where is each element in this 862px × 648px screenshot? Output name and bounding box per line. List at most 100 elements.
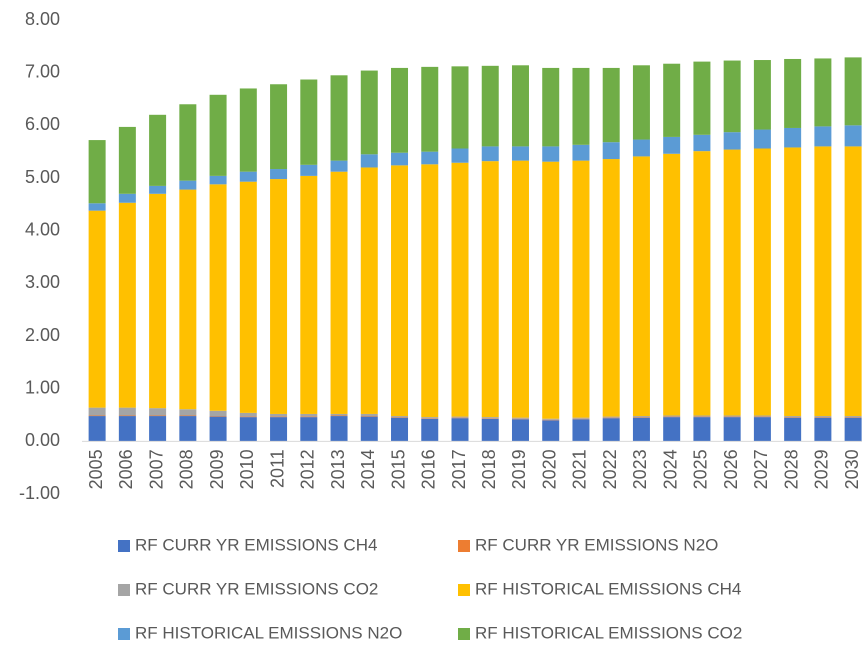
bar-segment (784, 127, 802, 148)
bar-segment (88, 416, 106, 442)
x-tick-label: 2018 (479, 449, 499, 489)
bar-segment (209, 410, 227, 417)
bar-segment (844, 416, 862, 418)
bar-segment (330, 160, 348, 172)
bar-segment (511, 160, 529, 418)
bar-segment (784, 417, 802, 442)
bar-segment (844, 125, 862, 147)
x-tick-label: 2020 (539, 449, 559, 489)
bar-segment (784, 417, 802, 418)
bar-segment (723, 132, 741, 150)
bar-segment (632, 417, 650, 418)
bar-segment (330, 75, 348, 161)
bar-segment (814, 417, 832, 442)
legend-swatch (118, 628, 130, 640)
bar-segment (753, 60, 771, 130)
legend-label: RF HISTORICAL EMISSIONS CH4 (475, 579, 741, 598)
bar-segment (391, 152, 409, 166)
bar-segment (270, 416, 288, 418)
bar-segment (118, 193, 136, 203)
x-tick-label: 2026 (721, 449, 741, 489)
bar-segment (844, 57, 862, 126)
bar-segment (149, 114, 167, 186)
x-tick-label: 2022 (600, 449, 620, 489)
legend-label: RF HISTORICAL EMISSIONS N2O (135, 623, 402, 642)
bar-segment (179, 189, 197, 410)
y-tick-label: 7.00 (25, 61, 60, 81)
bar-segment (542, 419, 560, 421)
bar-segment (693, 61, 711, 135)
legend-swatch (458, 584, 470, 596)
bar-segment (723, 416, 741, 418)
bar-segment (270, 413, 288, 417)
bar-segment (572, 160, 590, 418)
bar-segment (179, 104, 197, 181)
bar-segment (632, 417, 650, 442)
bar-segment (602, 418, 620, 442)
bar-segment (209, 94, 227, 176)
bar-segment (451, 148, 469, 163)
bar-segment (360, 416, 378, 417)
bar-segment (693, 151, 711, 416)
bar-segment (723, 60, 741, 133)
bar-segment (663, 136, 681, 154)
x-tick-label: 2030 (842, 449, 862, 489)
bar-segment (391, 165, 409, 417)
y-tick-label: 8.00 (25, 9, 60, 29)
y-tick-label: 4.00 (25, 219, 60, 239)
x-tick-label: 2016 (419, 449, 439, 489)
bar-segment (421, 418, 439, 442)
bar-segment (451, 417, 469, 419)
x-tick-label: 2006 (116, 449, 136, 489)
bar-segment (239, 412, 257, 417)
bar-segment (663, 153, 681, 416)
x-tick-label: 2028 (781, 449, 801, 489)
x-tick-label: 2021 (570, 449, 590, 489)
bar-segment (511, 419, 529, 442)
bar-segment (421, 417, 439, 419)
bar-segment (632, 416, 650, 418)
y-tick-label: -1.00 (19, 483, 60, 503)
bar-segment (481, 161, 499, 418)
bar-segment (421, 151, 439, 165)
bar-segment (481, 418, 499, 419)
bar-segment (723, 149, 741, 416)
bar-segment (270, 169, 288, 180)
y-tick-label: 5.00 (25, 167, 60, 187)
bar-segment (209, 416, 227, 417)
bar-segment (330, 415, 348, 417)
bar-segment (239, 417, 257, 442)
bar-segment (844, 417, 862, 442)
bar-segment (723, 417, 741, 442)
bar-segment (814, 416, 832, 418)
x-tick-label: 2013 (328, 449, 348, 489)
bar-segment (209, 416, 227, 442)
bar-segment (632, 139, 650, 157)
bar-segment (118, 416, 136, 442)
bar-segment (421, 66, 439, 152)
bar-segment (542, 67, 560, 147)
bar-segment (149, 415, 167, 417)
bar-segment (511, 146, 529, 161)
bar-segment (179, 415, 197, 417)
legend-label: RF CURR YR EMISSIONS CH4 (135, 535, 377, 554)
legend-label: RF HISTORICAL EMISSIONS CO2 (475, 623, 742, 642)
bar-segment (391, 67, 409, 153)
y-tick-label: 1.00 (25, 377, 60, 397)
bar-segment (572, 144, 590, 161)
bar-segment (300, 79, 318, 165)
bar-segment (239, 171, 257, 182)
y-tick-label: 6.00 (25, 114, 60, 134)
bar-segment (511, 418, 529, 420)
bar-segment (360, 413, 378, 417)
bar-segment (844, 146, 862, 417)
x-tick-label: 2023 (630, 449, 650, 489)
x-tick-label: 2017 (449, 449, 469, 489)
y-tick-label: 3.00 (25, 272, 60, 292)
bar-segment (330, 413, 348, 416)
bar-segment (209, 175, 227, 185)
bar-segment (451, 418, 469, 442)
bar-segment (360, 167, 378, 414)
bar-segment (572, 67, 590, 145)
bar-segment (663, 415, 681, 417)
